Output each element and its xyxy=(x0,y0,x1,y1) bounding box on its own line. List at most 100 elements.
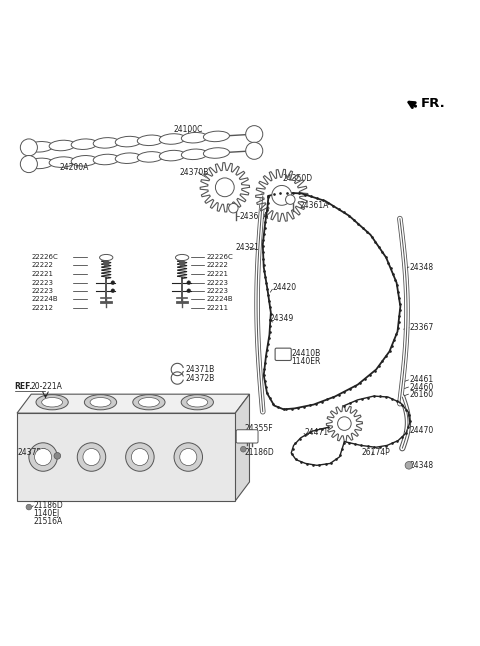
Circle shape xyxy=(179,260,185,266)
Text: 24471: 24471 xyxy=(304,428,328,437)
Text: 22224B: 22224B xyxy=(31,297,58,302)
Ellipse shape xyxy=(71,156,97,166)
Ellipse shape xyxy=(137,152,163,162)
Polygon shape xyxy=(235,394,250,501)
Text: 21516A: 21516A xyxy=(34,517,63,526)
Circle shape xyxy=(240,446,246,452)
Ellipse shape xyxy=(181,132,207,143)
Ellipse shape xyxy=(27,141,53,152)
Text: 24355F: 24355F xyxy=(245,424,274,433)
Circle shape xyxy=(132,448,148,466)
Text: 24461: 24461 xyxy=(409,375,433,384)
Circle shape xyxy=(126,443,154,472)
Text: 24361A: 24361A xyxy=(300,201,329,210)
Circle shape xyxy=(54,453,60,459)
Text: 21186D: 21186D xyxy=(245,448,275,457)
Polygon shape xyxy=(326,406,362,442)
Text: 22223: 22223 xyxy=(31,287,53,294)
Ellipse shape xyxy=(159,151,185,161)
Ellipse shape xyxy=(49,140,75,151)
Text: 24349: 24349 xyxy=(269,314,294,323)
Text: FR.: FR. xyxy=(420,98,445,110)
Text: 22211: 22211 xyxy=(207,305,229,311)
Ellipse shape xyxy=(181,149,207,160)
Circle shape xyxy=(20,139,37,156)
Text: 24375B: 24375B xyxy=(17,448,47,457)
Ellipse shape xyxy=(176,255,189,260)
Text: 24348: 24348 xyxy=(409,461,433,470)
Ellipse shape xyxy=(204,131,229,141)
Circle shape xyxy=(246,125,263,143)
Circle shape xyxy=(77,443,106,472)
Text: REF.: REF. xyxy=(14,382,33,391)
Text: 22226C: 22226C xyxy=(207,254,234,260)
Circle shape xyxy=(187,289,191,293)
Ellipse shape xyxy=(133,395,165,410)
Text: 23367: 23367 xyxy=(410,323,434,332)
Text: 1140EJ: 1140EJ xyxy=(34,509,60,518)
Ellipse shape xyxy=(49,157,75,167)
Circle shape xyxy=(26,505,32,510)
Text: 22222: 22222 xyxy=(207,262,228,268)
Circle shape xyxy=(272,185,292,205)
Ellipse shape xyxy=(84,395,117,410)
Circle shape xyxy=(187,281,191,285)
Text: 1140ER: 1140ER xyxy=(291,357,321,366)
Circle shape xyxy=(20,156,37,172)
Text: 22212: 22212 xyxy=(31,305,53,311)
Ellipse shape xyxy=(36,395,68,410)
Polygon shape xyxy=(200,163,250,212)
Text: 20-221A: 20-221A xyxy=(30,382,62,391)
Polygon shape xyxy=(17,394,250,413)
Polygon shape xyxy=(256,169,308,222)
FancyBboxPatch shape xyxy=(236,430,258,443)
Ellipse shape xyxy=(71,139,97,149)
Text: 22223: 22223 xyxy=(31,280,53,286)
Circle shape xyxy=(337,417,351,430)
Text: 24460: 24460 xyxy=(409,382,433,391)
Text: 24420: 24420 xyxy=(272,284,296,293)
Polygon shape xyxy=(17,413,235,501)
Text: 22226C: 22226C xyxy=(31,254,58,260)
Text: 24470: 24470 xyxy=(409,426,433,435)
Text: 22224B: 22224B xyxy=(207,297,233,302)
Ellipse shape xyxy=(137,135,163,145)
Circle shape xyxy=(246,142,263,160)
Circle shape xyxy=(180,448,197,466)
Circle shape xyxy=(228,203,238,213)
Circle shape xyxy=(174,443,203,472)
Circle shape xyxy=(29,443,57,472)
Ellipse shape xyxy=(115,136,141,147)
Text: 22221: 22221 xyxy=(31,271,53,277)
Text: 21186D: 21186D xyxy=(34,501,63,510)
Ellipse shape xyxy=(27,158,53,169)
Ellipse shape xyxy=(93,154,119,165)
Ellipse shape xyxy=(99,255,113,260)
Ellipse shape xyxy=(90,397,111,407)
Text: 24361A: 24361A xyxy=(240,212,269,221)
Text: 24200A: 24200A xyxy=(60,163,89,172)
Text: 24321: 24321 xyxy=(235,243,259,251)
Text: 24410B: 24410B xyxy=(291,349,321,358)
Ellipse shape xyxy=(187,397,208,407)
Circle shape xyxy=(103,260,109,266)
Ellipse shape xyxy=(204,148,229,158)
Text: 22223: 22223 xyxy=(207,287,229,294)
Text: 26160: 26160 xyxy=(409,390,433,399)
Circle shape xyxy=(35,448,52,466)
FancyBboxPatch shape xyxy=(275,348,291,360)
Ellipse shape xyxy=(138,397,159,407)
Text: 24372B: 24372B xyxy=(186,373,215,382)
Ellipse shape xyxy=(93,138,119,148)
Text: 22223: 22223 xyxy=(207,280,229,286)
Text: 24350D: 24350D xyxy=(283,174,313,183)
Ellipse shape xyxy=(115,153,141,163)
Text: 24348: 24348 xyxy=(410,262,434,271)
Circle shape xyxy=(111,281,115,285)
Text: 22222: 22222 xyxy=(31,262,53,268)
Text: 24371B: 24371B xyxy=(186,365,215,374)
Text: 24100C: 24100C xyxy=(174,125,203,134)
Circle shape xyxy=(216,178,234,196)
Text: 26174P: 26174P xyxy=(362,448,391,457)
Text: 24370B: 24370B xyxy=(179,167,209,176)
